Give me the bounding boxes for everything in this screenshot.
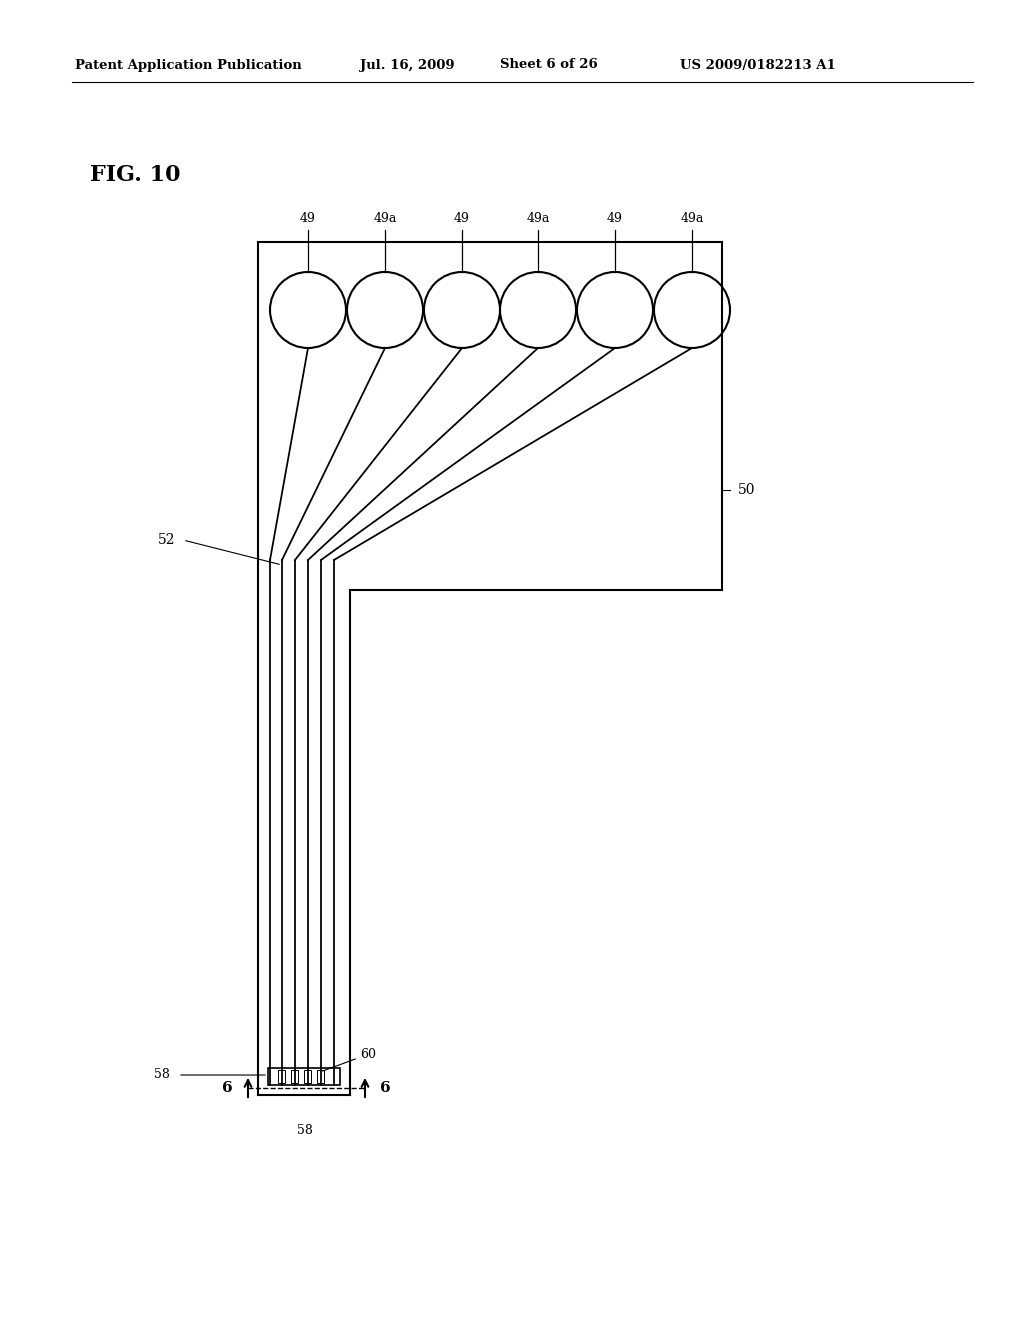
Text: 6: 6 bbox=[380, 1081, 390, 1096]
Bar bbox=[317, 1071, 324, 1082]
Text: 58: 58 bbox=[297, 1123, 313, 1137]
Bar bbox=[268, 1068, 340, 1085]
Text: Sheet 6 of 26: Sheet 6 of 26 bbox=[500, 58, 598, 71]
Text: Patent Application Publication: Patent Application Publication bbox=[75, 58, 302, 71]
Text: 49: 49 bbox=[454, 213, 470, 224]
Text: 58: 58 bbox=[155, 1068, 170, 1081]
Text: 6: 6 bbox=[222, 1081, 233, 1096]
Text: 52: 52 bbox=[158, 533, 175, 546]
Text: 50: 50 bbox=[738, 483, 756, 498]
Bar bbox=[278, 1071, 285, 1082]
Text: 49a: 49a bbox=[526, 213, 550, 224]
Text: US 2009/0182213 A1: US 2009/0182213 A1 bbox=[680, 58, 836, 71]
Text: 49a: 49a bbox=[374, 213, 396, 224]
Bar bbox=[304, 1071, 311, 1082]
Text: 49a: 49a bbox=[680, 213, 703, 224]
Text: FIG. 10: FIG. 10 bbox=[90, 164, 180, 186]
Text: Jul. 16, 2009: Jul. 16, 2009 bbox=[360, 58, 455, 71]
Bar bbox=[291, 1071, 298, 1082]
Text: 49: 49 bbox=[607, 213, 623, 224]
Text: 60: 60 bbox=[360, 1048, 376, 1061]
Text: 49: 49 bbox=[300, 213, 316, 224]
